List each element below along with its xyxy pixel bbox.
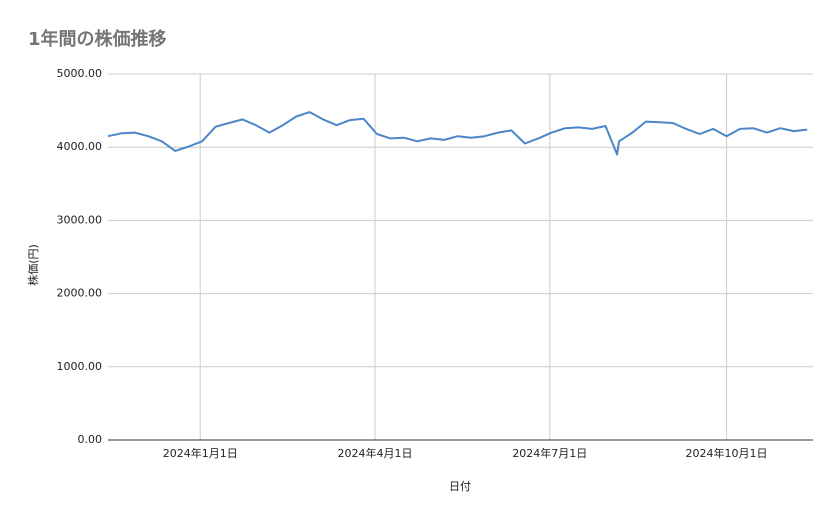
line-series xyxy=(107,111,808,156)
y-tick-label: 4000.00 xyxy=(57,140,103,153)
x-tick-label: 2024年4月1日 xyxy=(338,446,413,460)
y-tick-label: 5000.00 xyxy=(57,67,103,80)
y-tick-label: 0.00 xyxy=(78,433,103,446)
y-tick-label: 1000.00 xyxy=(57,360,103,373)
y-axis-label: 株価(円) xyxy=(26,244,40,286)
y-tick-label: 2000.00 xyxy=(57,287,103,300)
x-axis-label: 日付 xyxy=(449,480,471,493)
x-tick-label: 2024年10月1日 xyxy=(686,446,768,460)
x-tick-label: 2024年1月1日 xyxy=(163,446,238,460)
chart-title: 1年間の株価推移 xyxy=(28,28,167,50)
y-tick-label: 3000.00 xyxy=(57,213,103,226)
x-tick-label: 2024年7月1日 xyxy=(512,446,587,460)
